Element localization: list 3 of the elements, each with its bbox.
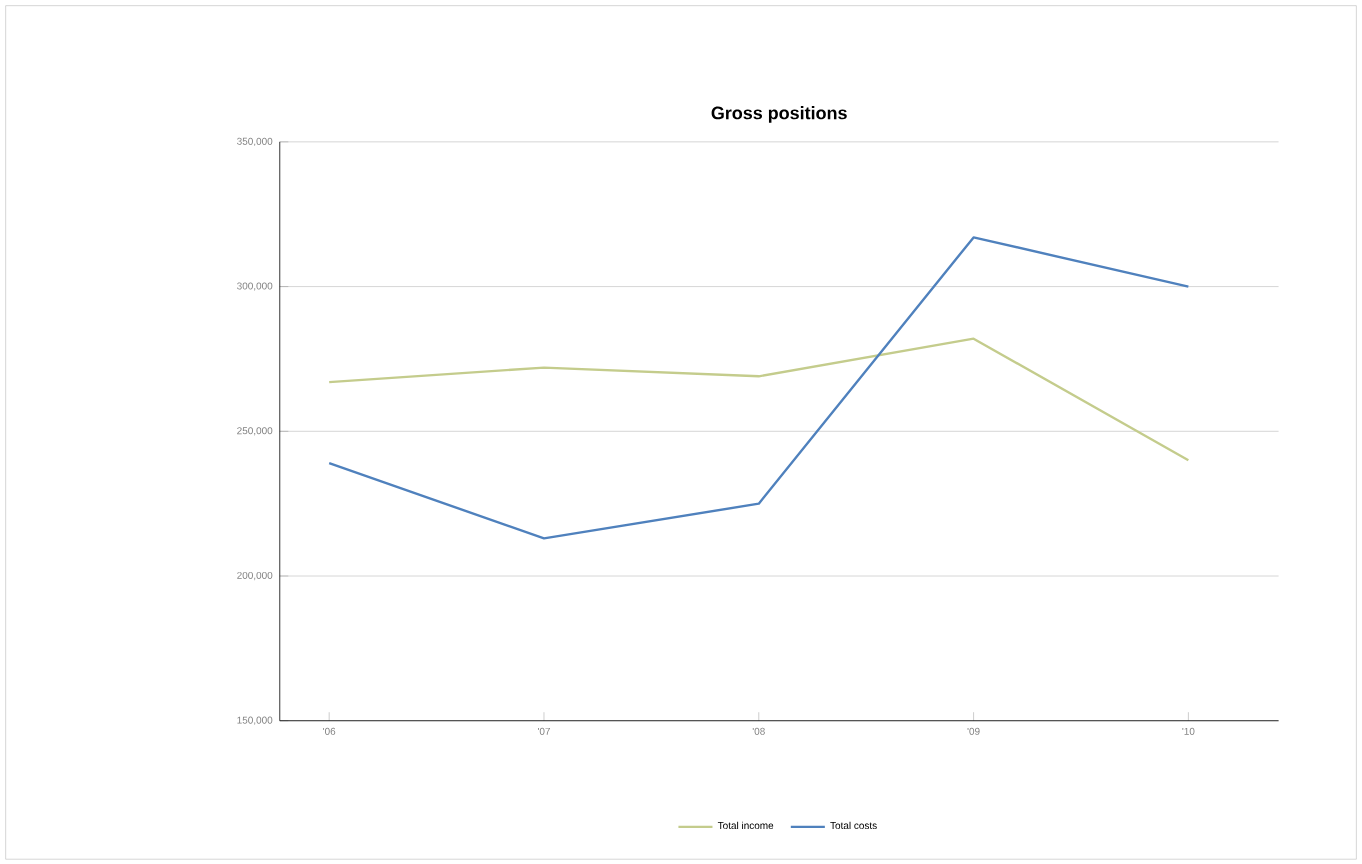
line-series xyxy=(327,235,1190,540)
chart-title: Gross positions xyxy=(711,105,847,123)
line-series xyxy=(327,337,1190,462)
